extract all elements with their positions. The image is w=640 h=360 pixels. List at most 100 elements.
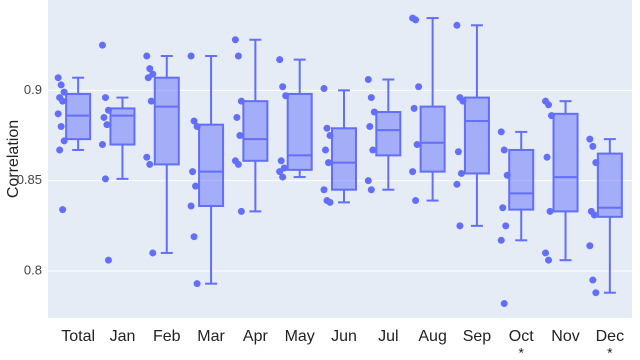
- data-point: [369, 146, 377, 154]
- data-point: [412, 197, 420, 205]
- x-tick-label: Jun: [331, 328, 357, 345]
- data-point: [98, 141, 106, 149]
- box: [375, 111, 402, 157]
- data-point: [542, 249, 550, 257]
- data-point: [98, 41, 106, 49]
- data-point: [546, 207, 554, 215]
- box: [463, 96, 490, 175]
- data-point: [237, 207, 245, 215]
- data-point: [143, 153, 151, 161]
- data-point: [497, 236, 505, 244]
- box: [109, 107, 136, 146]
- data-point: [320, 85, 328, 93]
- data-point: [60, 137, 68, 145]
- box: [419, 105, 446, 173]
- data-point: [54, 74, 62, 82]
- data-point: [100, 113, 108, 121]
- data-point: [592, 289, 600, 297]
- data-point: [503, 171, 511, 179]
- data-point: [457, 169, 465, 177]
- data-point: [276, 56, 284, 64]
- data-point: [101, 175, 109, 183]
- data-point: [413, 141, 421, 149]
- data-point: [500, 300, 508, 308]
- data-point: [193, 280, 201, 288]
- data-point: [282, 92, 290, 100]
- x-tick-label: Aug: [418, 328, 446, 345]
- data-point: [57, 81, 65, 89]
- data-point: [543, 153, 551, 161]
- data-point: [459, 97, 467, 105]
- data-point: [189, 168, 197, 176]
- data-point: [103, 121, 111, 129]
- data-point: [364, 76, 372, 83]
- box: [331, 127, 357, 191]
- data-point: [234, 160, 242, 168]
- y-tick-label: 0.8: [24, 262, 42, 277]
- data-point: [590, 211, 598, 219]
- data-point: [592, 159, 600, 167]
- data-point: [144, 74, 152, 82]
- data-point: [545, 101, 553, 109]
- data-point: [59, 206, 67, 214]
- data-point: [325, 159, 332, 167]
- annotation: *: [519, 345, 525, 360]
- x-tick-label: Apr: [243, 328, 269, 345]
- data-point: [59, 97, 67, 105]
- box: [508, 148, 535, 211]
- y-axis-title: Correlation: [5, 120, 22, 198]
- y-tick-label: 0.85: [17, 172, 42, 187]
- data-point: [323, 124, 331, 132]
- data-point: [326, 198, 334, 206]
- data-point: [586, 242, 594, 250]
- data-point: [589, 142, 597, 150]
- data-point: [60, 88, 68, 96]
- data-point: [589, 276, 597, 284]
- data-point: [500, 146, 508, 154]
- box: [286, 92, 313, 171]
- data-point: [56, 146, 64, 154]
- data-point: [548, 112, 556, 120]
- data-point: [234, 52, 242, 60]
- data-point: [415, 83, 423, 91]
- box: [596, 152, 623, 218]
- data-point: [367, 186, 375, 194]
- data-point: [409, 168, 417, 176]
- data-point: [187, 52, 195, 60]
- data-point: [453, 180, 461, 188]
- data-point: [147, 97, 155, 105]
- data-point: [367, 94, 375, 102]
- data-point: [456, 222, 464, 230]
- box: [552, 112, 579, 213]
- x-tick-label: Jul: [378, 328, 398, 345]
- data-point: [231, 36, 239, 44]
- data-point: [410, 104, 418, 112]
- y-tick-label: 0.9: [24, 82, 42, 97]
- data-point: [193, 122, 201, 130]
- annotation: *: [607, 345, 613, 360]
- data-point: [146, 65, 154, 73]
- data-point: [586, 135, 594, 143]
- x-tick-label: Mar: [197, 328, 225, 345]
- data-point: [502, 222, 510, 230]
- data-point: [276, 168, 284, 176]
- x-tick-label: Nov: [551, 328, 579, 345]
- data-point: [366, 122, 374, 130]
- data-point: [192, 182, 200, 190]
- data-point: [370, 108, 378, 116]
- data-point: [320, 186, 328, 194]
- data-point: [57, 122, 65, 130]
- data-point: [104, 256, 112, 264]
- data-point: [237, 97, 245, 105]
- data-point: [104, 106, 112, 114]
- data-point: [190, 233, 198, 241]
- x-tick-label: Jan: [110, 328, 136, 345]
- x-tick-label: Total: [61, 328, 95, 345]
- data-point: [279, 173, 287, 181]
- data-point: [54, 110, 62, 118]
- data-point: [497, 128, 505, 136]
- data-point: [233, 113, 241, 121]
- data-point: [101, 94, 109, 102]
